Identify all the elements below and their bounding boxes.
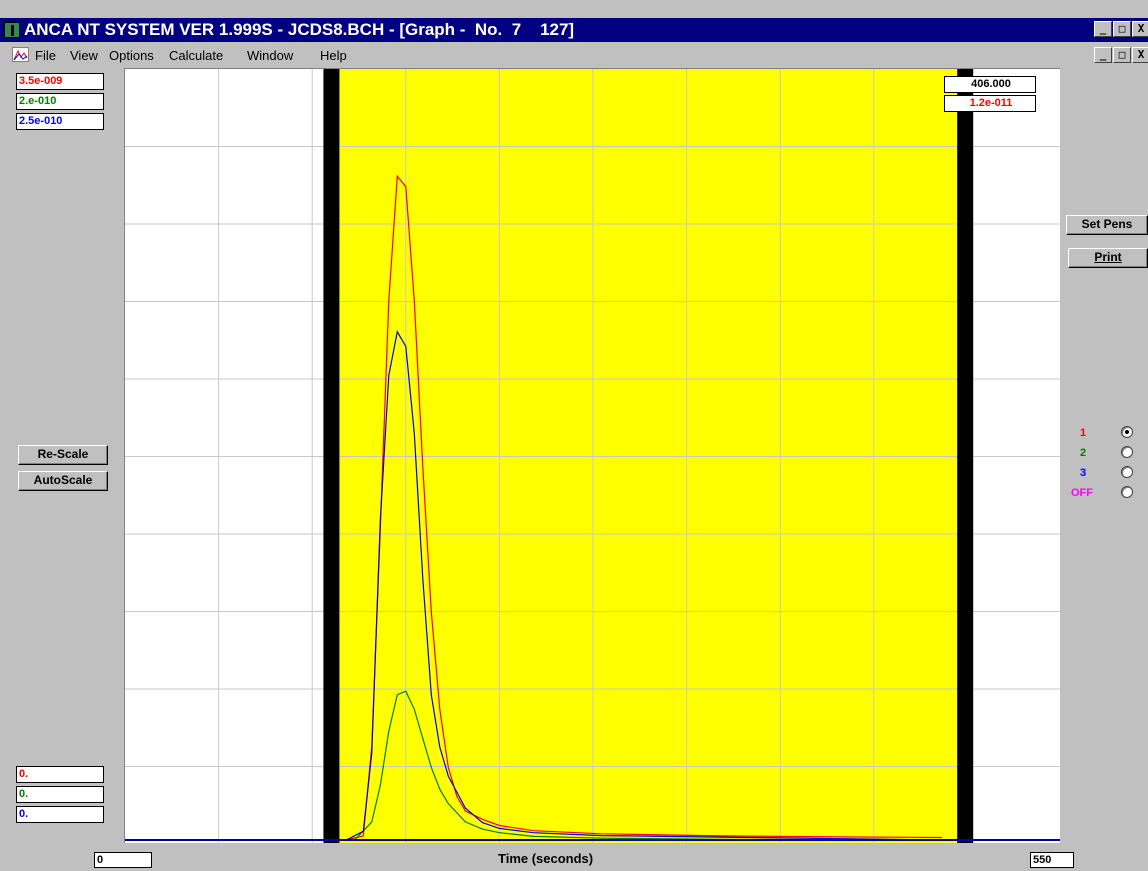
menu-options[interactable]: Options bbox=[109, 48, 154, 63]
x-min-field[interactable]: 0 bbox=[94, 852, 152, 868]
graph-window-icon[interactable] bbox=[12, 47, 29, 62]
minimize-button[interactable]: _ bbox=[1094, 21, 1112, 37]
app-icon[interactable] bbox=[4, 22, 20, 38]
y-min-pen2[interactable]: 0. bbox=[16, 786, 104, 803]
y-max-pen1[interactable]: 3.5e-009 bbox=[16, 73, 104, 90]
chart-svg bbox=[125, 69, 1060, 843]
mdi-restore-button[interactable]: □ bbox=[1113, 47, 1131, 63]
menu-window[interactable]: Window bbox=[247, 48, 294, 63]
pen-radio-off[interactable] bbox=[1121, 486, 1133, 498]
set-pens-button[interactable]: Set Pens bbox=[1066, 215, 1148, 235]
pen-radio-3[interactable] bbox=[1121, 466, 1133, 478]
menu-calculate[interactable]: Calculate bbox=[169, 48, 224, 63]
pen-label-off: OFF bbox=[1071, 487, 1093, 499]
cursor-time-readout: 406.000 bbox=[944, 76, 1036, 93]
mdi-close-button[interactable]: X bbox=[1132, 47, 1148, 63]
menu-file[interactable]: File bbox=[35, 48, 56, 63]
y-max-pen3[interactable]: 2.5e-010 bbox=[16, 113, 104, 130]
series-line-pen3 bbox=[125, 330, 942, 841]
cursor-value-readout: 1.2e-011 bbox=[944, 95, 1036, 112]
graph-plot-area[interactable] bbox=[124, 68, 1060, 843]
pen-radio-1[interactable] bbox=[1121, 426, 1133, 438]
x-max-field[interactable]: 550 bbox=[1030, 852, 1074, 868]
x-axis-label: Time (seconds) bbox=[498, 851, 594, 866]
close-button[interactable]: X bbox=[1132, 21, 1148, 37]
window-title: ANCA NT SYSTEM VER 1.999S - JCDS8.BCH - … bbox=[24, 20, 575, 39]
maximize-button[interactable]: □ bbox=[1113, 21, 1131, 37]
range-marker-left bbox=[323, 69, 340, 843]
pen-label-2: 2 bbox=[1080, 447, 1087, 459]
autoscale-button[interactable]: AutoScale bbox=[18, 471, 108, 491]
pen-label-3: 3 bbox=[1080, 467, 1087, 479]
print-button[interactable]: Print bbox=[1068, 248, 1148, 268]
range-marker-right bbox=[957, 69, 974, 843]
menu-view[interactable]: View bbox=[70, 48, 98, 63]
y-min-pen3[interactable]: 0. bbox=[16, 806, 104, 823]
series-line-pen2 bbox=[125, 690, 942, 841]
pen-label-1: 1 bbox=[1080, 427, 1087, 439]
y-min-pen1[interactable]: 0. bbox=[16, 766, 104, 783]
title-bar[interactable]: ANCA NT SYSTEM VER 1.999S - JCDS8.BCH - … bbox=[0, 18, 1148, 42]
pen-radio-2[interactable] bbox=[1121, 446, 1133, 458]
y-max-pen2[interactable]: 2.e-010 bbox=[16, 93, 104, 110]
rescale-button[interactable]: Re-Scale bbox=[18, 445, 108, 465]
mdi-minimize-button[interactable]: _ bbox=[1094, 47, 1112, 63]
menu-help[interactable]: Help bbox=[320, 48, 347, 63]
menu-bar: File View Options Calculate Window Help bbox=[0, 44, 1148, 66]
